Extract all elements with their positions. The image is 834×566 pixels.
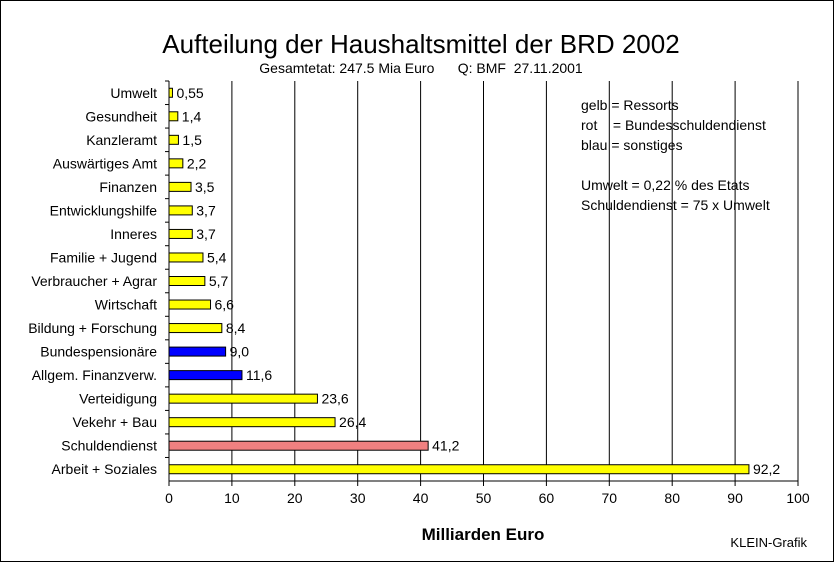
category-label: Familie + Jugend [50,249,157,265]
bar [168,158,184,169]
bar [168,111,179,122]
category-label: Arbeit + Soziales [52,461,157,477]
data-label: 3,7 [196,226,216,242]
annotation-umwelt-share: Umwelt = 0,22 % des Etats [581,177,749,193]
category-label: Auswärtiges Amt [53,155,157,171]
data-label: 26,4 [339,414,366,430]
legend-blue: blau = sonstiges [581,137,683,153]
data-label: 23,6 [321,391,348,407]
category-label: Inneres [110,226,157,242]
data-label: 5,4 [207,249,227,265]
category-label: Vekehr + Bau [73,414,157,430]
category-label: Kanzleramt [86,132,157,148]
bar [168,252,204,263]
data-label: 9,0 [230,344,250,360]
category-label: Verteidigung [79,391,157,407]
x-tick-label: 0 [165,490,173,506]
data-label: 8,4 [226,320,246,336]
data-label: 92,2 [753,461,780,477]
bar [168,464,750,475]
data-label: 3,5 [195,179,215,195]
category-label: Umwelt [110,85,157,101]
data-label: 5,7 [209,273,229,289]
category-label: Entwicklungshilfe [50,202,158,218]
bar [168,276,206,286]
data-label: 0,55 [176,85,203,101]
data-label: 41,2 [432,438,459,454]
x-tick-label: 30 [350,490,366,506]
category-label: Bundespensionäre [40,344,157,360]
category-label: Allgem. Finanzverw. [32,367,157,383]
x-tick-label: 80 [664,490,680,506]
legend-box: gelb = Ressorts rot = Bundesschuldendien… [581,97,770,213]
bar [168,440,429,451]
x-tick-label: 90 [727,490,743,506]
category-label: Bildung + Forschung [28,320,157,336]
legend-yellow: gelb = Ressorts [581,97,679,113]
bar [168,205,193,216]
x-tick-label: 40 [413,490,429,506]
chart-title: Aufteilung der Haushaltsmittel der BRD 2… [162,29,679,59]
annotation-debt-ratio: Schuldendienst = 75 x Umwelt [581,197,770,213]
category-label: Finanzen [99,179,157,195]
bar [168,323,223,334]
x-axis-label: Milliarden Euro [422,525,545,544]
data-label: 2,2 [187,155,207,171]
x-tick-label: 70 [602,490,618,506]
bar [168,228,193,239]
bar [168,370,243,381]
x-tick-label: 100 [786,490,810,506]
category-label: Wirtschaft [95,297,157,313]
x-tick-label: 60 [539,490,555,506]
legend-red: rot = Bundesschuldendienst [581,117,766,133]
bar [168,346,227,357]
bar [168,87,173,98]
bar [168,393,318,404]
category-label: Gesundheit [85,108,157,124]
x-tick-label: 10 [224,490,240,506]
bar [168,181,192,192]
data-label: 11,6 [246,367,272,383]
x-tick-label: 50 [476,490,492,506]
data-label: 3,7 [196,202,216,218]
chart-subtitle: Gesamtetat: 247.5 Mia Euro Q: BMF 27.11.… [259,60,583,76]
category-label: Schuldendienst [61,438,157,454]
bar [168,134,179,145]
data-label: 1,5 [182,132,202,148]
bar [168,417,336,428]
credit-label: KLEIN-Grafik [730,535,807,550]
data-label: 1,4 [182,108,202,124]
x-tick-label: 20 [287,490,303,506]
bar [168,299,212,310]
category-label: Verbraucher + Agrar [31,273,157,289]
data-label: 6,6 [215,297,235,313]
